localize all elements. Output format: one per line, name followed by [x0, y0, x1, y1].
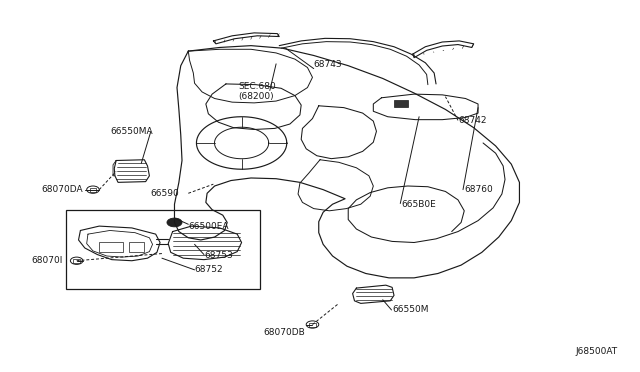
Text: 665B0E: 665B0E	[401, 200, 436, 209]
Circle shape	[167, 218, 182, 227]
Text: 68753: 68753	[204, 251, 233, 260]
Circle shape	[86, 186, 99, 193]
Bar	[90, 187, 97, 192]
Text: 68070DA: 68070DA	[41, 185, 83, 194]
Text: 68743: 68743	[314, 60, 342, 69]
Text: SEC.680
(68200): SEC.680 (68200)	[239, 81, 276, 101]
Text: 68760: 68760	[464, 185, 493, 194]
Text: 66550M: 66550M	[392, 305, 429, 314]
Bar	[309, 323, 316, 327]
Text: 66590: 66590	[150, 189, 179, 198]
Text: 66500EA: 66500EA	[188, 222, 228, 231]
Bar	[73, 259, 80, 263]
Circle shape	[306, 321, 319, 328]
Text: 68752: 68752	[195, 265, 223, 274]
Bar	[99, 242, 123, 252]
Circle shape	[70, 257, 83, 264]
Text: 68070DB: 68070DB	[264, 328, 305, 337]
Bar	[66, 211, 260, 289]
Bar	[394, 100, 408, 106]
Text: 68742: 68742	[458, 116, 486, 125]
Text: 66550MA: 66550MA	[110, 127, 152, 136]
Bar	[129, 242, 145, 252]
Text: 68070I: 68070I	[31, 256, 63, 265]
Text: J68500AT: J68500AT	[576, 347, 618, 356]
